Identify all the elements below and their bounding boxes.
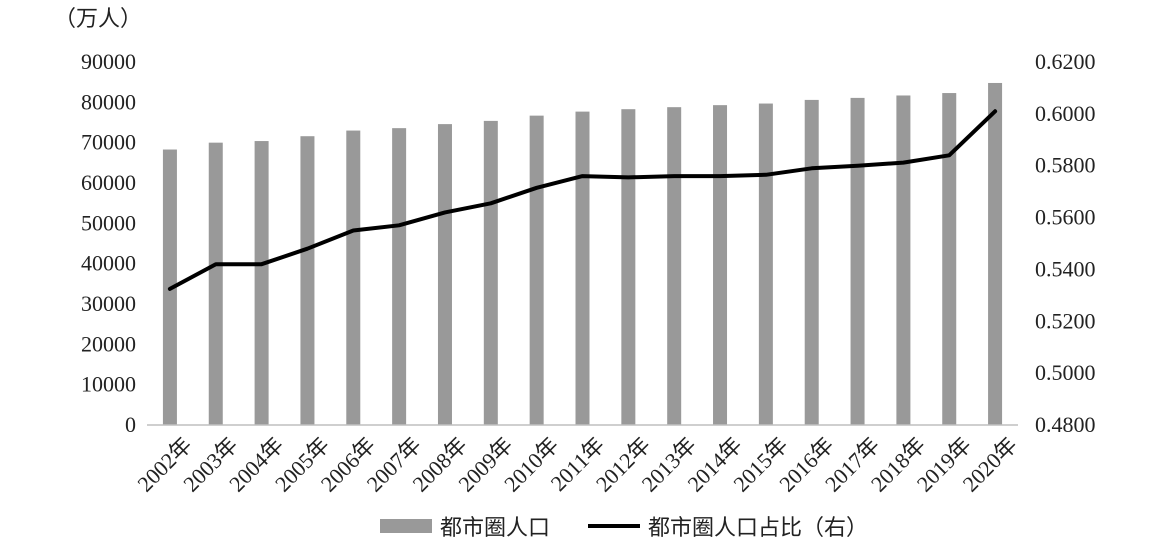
bar bbox=[392, 128, 407, 425]
left-axis-tick-label: 40000 bbox=[81, 251, 136, 276]
bar bbox=[483, 120, 498, 426]
left-axis-tick-label: 30000 bbox=[81, 291, 136, 316]
legend-label-line: 都市圈人口占比（右） bbox=[648, 516, 868, 541]
legend-label-bar: 都市圈人口 bbox=[440, 516, 550, 541]
left-axis-tick-label: 60000 bbox=[81, 170, 136, 195]
left-axis-tick-label: 70000 bbox=[81, 130, 136, 155]
bar bbox=[850, 97, 865, 425]
bar bbox=[575, 111, 590, 426]
line-series bbox=[167, 109, 998, 291]
right-axis-tick-label: 0.4800 bbox=[1035, 412, 1096, 437]
bar bbox=[667, 107, 682, 425]
bar bbox=[300, 136, 315, 426]
left-axis-tick-label: 20000 bbox=[81, 331, 136, 356]
bar bbox=[254, 141, 269, 425]
bar bbox=[346, 130, 361, 426]
bar bbox=[713, 105, 728, 425]
right-axis-tick-label: 0.6200 bbox=[1035, 49, 1096, 74]
legend: 都市圈人口 都市圈人口占比（右） bbox=[380, 516, 868, 541]
right-axis-tick-label: 0.5000 bbox=[1035, 360, 1096, 385]
bar bbox=[988, 82, 1003, 426]
bar bbox=[529, 115, 544, 425]
left-axis-unit-label: （万人） bbox=[54, 7, 142, 32]
right-axis-tick-label: 0.5400 bbox=[1035, 256, 1096, 281]
bar bbox=[942, 93, 957, 425]
bar bbox=[621, 109, 636, 425]
bar bbox=[896, 95, 911, 425]
bar-series bbox=[162, 82, 1003, 426]
left-axis-tick-label: 80000 bbox=[81, 89, 136, 114]
bar bbox=[208, 142, 223, 425]
left-axis-tick-label: 50000 bbox=[81, 210, 136, 235]
bar bbox=[804, 99, 819, 425]
right-axis-tick-label: 0.5600 bbox=[1035, 205, 1096, 230]
bar bbox=[758, 103, 773, 425]
bar bbox=[437, 124, 452, 425]
right-axis-tick-label: 0.5200 bbox=[1035, 308, 1096, 333]
legend-swatch-bar bbox=[380, 519, 432, 533]
left-axis-tick-label: 90000 bbox=[81, 49, 136, 74]
left-axis-tick-label: 10000 bbox=[81, 372, 136, 397]
left-axis-tick-label: 0 bbox=[125, 412, 136, 437]
left-axis: 0 10000 20000 30000 40000 50000 60000 70000 8000… bbox=[81, 49, 136, 437]
right-axis-tick-label: 0.5800 bbox=[1035, 153, 1096, 178]
right-axis-tick-label: 0.6000 bbox=[1035, 101, 1096, 126]
right-axis: 0.4800 0.5000 0.5200 0.5400 0.5600 0.5800 0.60… bbox=[1035, 49, 1096, 437]
x-axis: 2002年2003年2004年2005年2006年2007年2008年2009年… bbox=[132, 424, 1022, 497]
